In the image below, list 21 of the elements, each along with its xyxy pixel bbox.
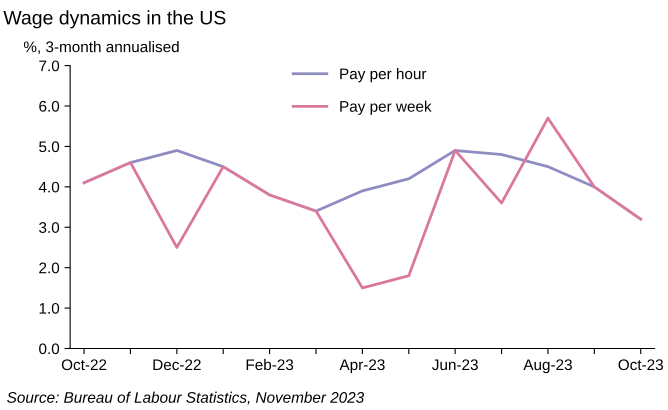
x-tick-label: Dec-22: [153, 359, 201, 370]
source-note: Source: Bureau of Labour Statistics, November 2023: [7, 392, 364, 405]
legend-label: Pay per week: [340, 100, 432, 115]
x-tick-label: Feb-23: [246, 358, 294, 370]
y-tick-label: 1.0: [40, 302, 60, 314]
y-tick-label: 5.0: [39, 141, 60, 152]
x-tick-label: Oct-22: [62, 359, 106, 370]
x-tick-label: Apr-23: [339, 359, 385, 374]
line-series: [82, 116, 642, 290]
y-tick-label: 7.0: [39, 60, 60, 72]
y-tick-label: 6.0: [39, 100, 60, 112]
x-tick-label: Oct-23: [618, 359, 663, 370]
y-tick-label: 0.0: [39, 343, 60, 354]
x-tick-label: Jun-23: [432, 359, 478, 370]
y-tick-label: 2.0: [39, 262, 60, 274]
chart-title: Wage dynamics in the US: [3, 10, 226, 28]
y-tick-label: 4.0: [38, 182, 60, 193]
y-tick-label: 3.0: [39, 222, 60, 233]
y-axis-title: %, 3-month annualised: [24, 41, 179, 54]
legend-label: Pay per hour: [340, 68, 426, 82]
x-tick-label: Aug-23: [523, 359, 572, 374]
